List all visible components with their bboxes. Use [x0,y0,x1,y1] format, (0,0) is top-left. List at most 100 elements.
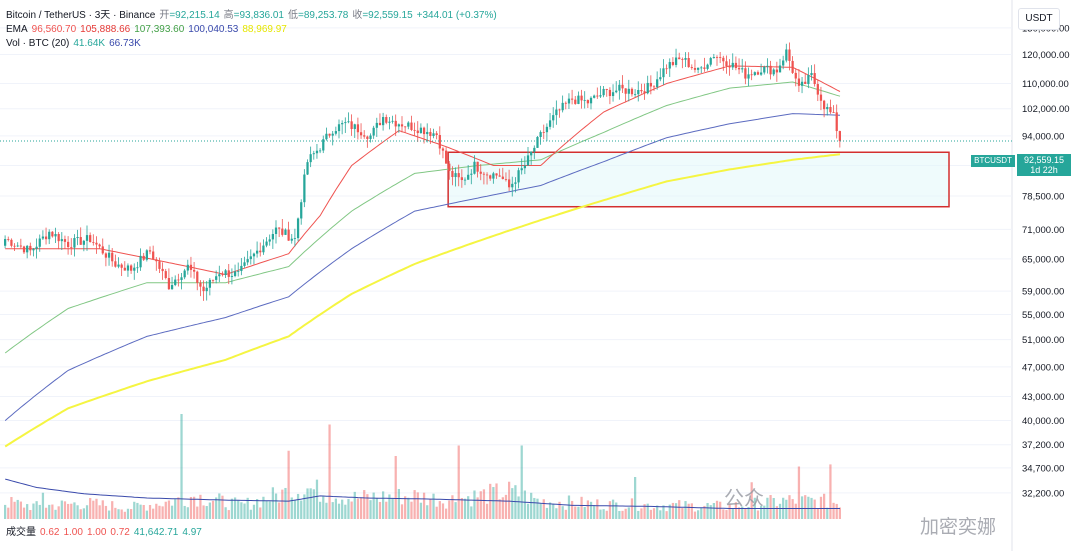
candle-body [627,88,630,94]
volume-bar [44,507,48,519]
volume-bar [63,501,67,519]
candle-body [145,250,148,260]
candle-body [429,131,432,136]
candle-body [174,279,177,286]
volume-bar [177,497,180,519]
volume-bar [709,505,712,519]
candle-body [813,73,816,85]
ema-legend: EMA 96,560.70 105,888.66 107,393.60 100,040.… [6,23,291,36]
candle-body [133,267,136,271]
ema-value-1: 96,560.70 [31,24,77,35]
currency-button[interactable]: USDT [1018,8,1060,30]
candle-body [476,161,479,172]
candle-body [567,98,571,104]
volume-bar [400,504,404,519]
candle-body [315,150,319,154]
candle-body [426,131,429,135]
candle-body [287,229,290,241]
symbol-price-tag: BTCUSDT [971,155,1015,167]
candle-body [463,179,467,181]
candle-body [189,264,193,270]
candle-body [73,238,76,248]
candle-body [432,133,435,136]
volume-bar [637,510,640,519]
candle-body [193,269,196,272]
volume-bar [331,502,334,519]
volume-bar [756,510,760,519]
candle-body [489,175,492,179]
highlight-zone[interactable] [447,151,950,208]
volume-bar [813,499,816,519]
volume-bar [548,502,552,519]
candle-body [533,147,536,152]
volume-bar [826,507,829,519]
volume-label: Vol · BTC (20) [6,38,70,49]
candle-body [155,259,158,262]
candle-body [797,78,801,86]
candle-body [731,62,734,68]
volume-bar [649,509,652,519]
volume-bar [747,506,750,519]
candle-body [615,90,618,93]
volume-bar [341,499,344,519]
candle-body [249,256,252,260]
volume-bar [246,497,249,519]
candle-body [259,250,262,253]
volume-bar [656,505,659,519]
candle-body [41,236,45,239]
candle-body [148,250,152,252]
candle-body [634,94,637,96]
volume-bar [671,502,675,519]
ema-label: EMA [6,24,28,35]
candle-body [186,264,189,271]
volume-bar [734,502,738,519]
volume-bar [13,501,16,519]
candle-body [674,57,678,65]
volume-bar [823,493,826,519]
volume-bar [262,496,265,519]
volume-bar [542,499,545,519]
candle-body [268,239,271,242]
candle-body [800,81,804,86]
volume-bar [422,492,426,519]
volume-bar [359,497,363,519]
candle-body [397,124,400,127]
ema-value-4: 100,040.53 [188,24,239,35]
volume-bar [315,479,319,519]
candle-body [353,124,356,130]
volume-bar [51,504,54,519]
volume-bar [394,456,397,519]
volume-bar [85,505,89,519]
high-value: =93,836.01 [233,10,284,21]
open-label: 开 [159,10,170,21]
volume-bar [369,500,372,519]
candle-body [495,173,498,176]
bottom-value-5: 41,642.71 [133,527,179,538]
volume-bar [700,507,703,519]
candle-body [167,277,171,290]
volume-bar [454,502,457,519]
volume-bar [665,511,668,519]
volume-bar [457,445,460,519]
candle-body [706,64,709,69]
volume-bar [571,500,574,519]
candle-body [608,89,612,97]
candle-body [70,247,73,248]
y-tick-label: 55,000.00 [1022,310,1064,321]
volume-bar [467,496,470,519]
volume-bar [602,509,605,519]
candle-body [788,49,791,61]
volume-bar [643,504,646,519]
bottom-value-2: 1.00 [63,527,83,538]
candle-body [794,72,797,79]
candle-body [596,95,599,97]
volume-bar [816,508,819,519]
volume-bar [60,500,63,519]
volume-bar [835,503,838,519]
price-axis[interactable]: 130,000.00120,000.00110,000.00102,000.00… [1022,23,1070,499]
volume-bar [391,498,394,519]
candle-body [470,173,473,175]
volume-bar [48,504,51,519]
volume-bar [706,503,709,519]
